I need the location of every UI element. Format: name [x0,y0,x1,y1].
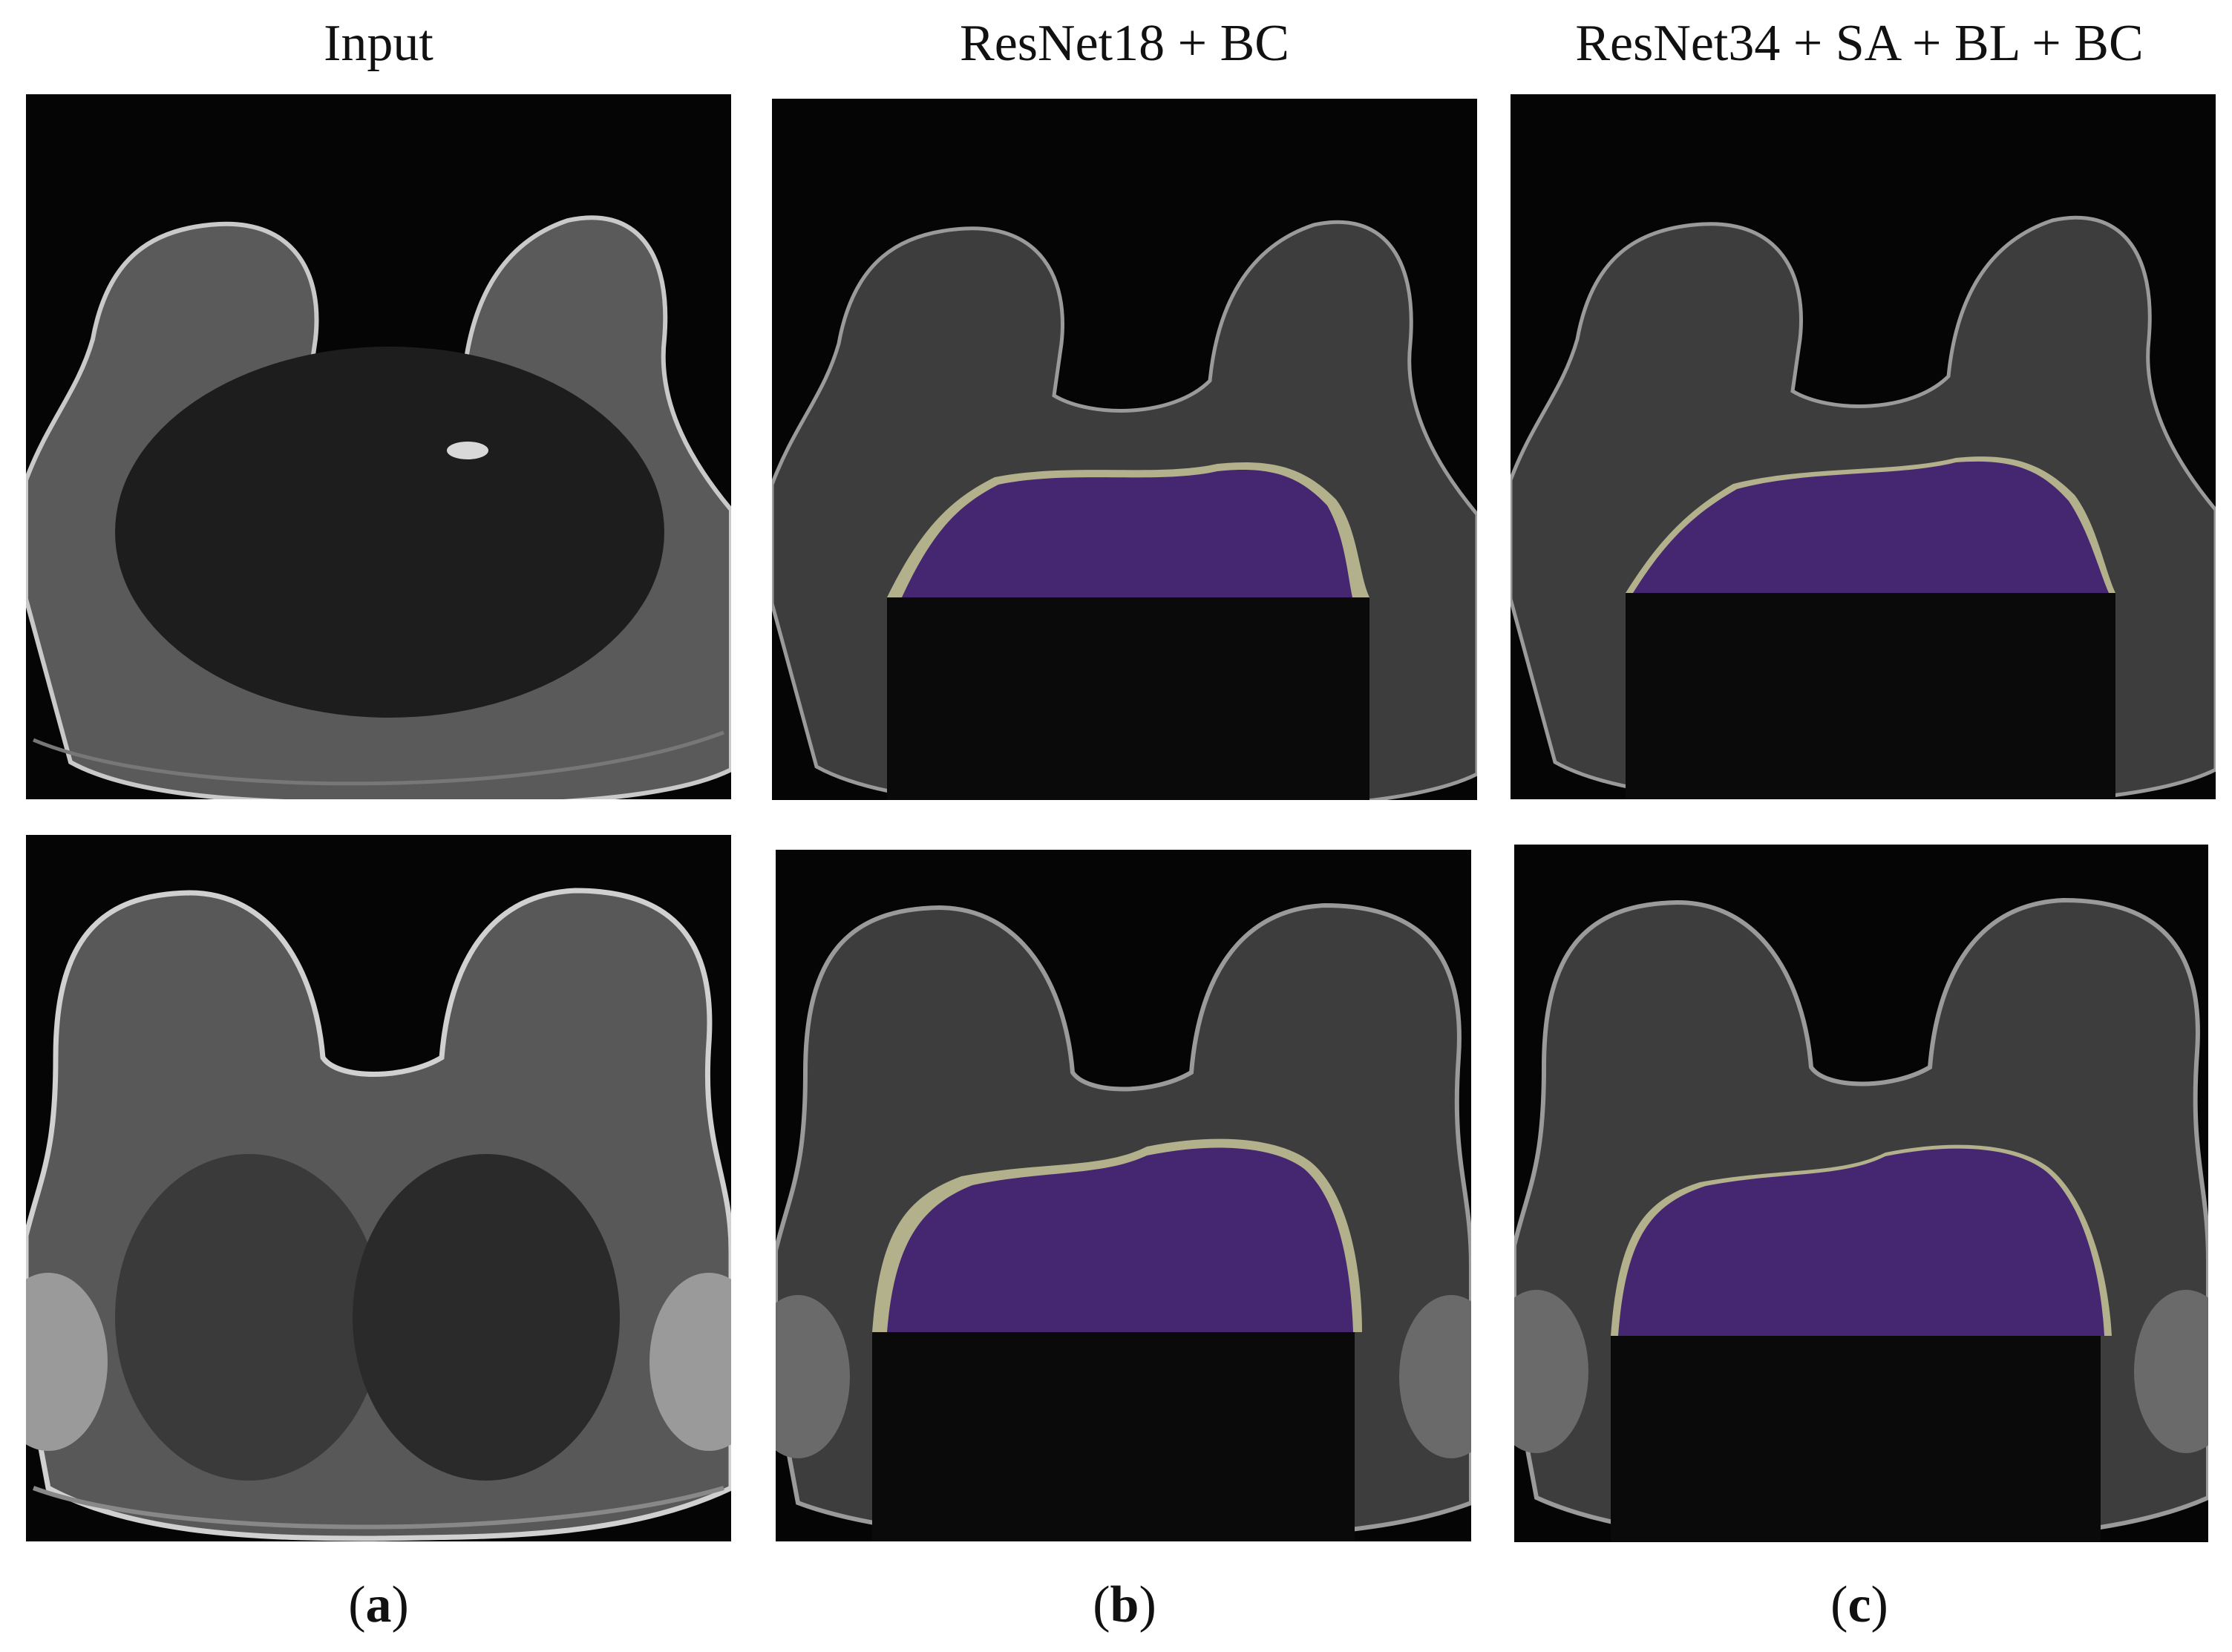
subfigure-label-a: (a) [348,1576,409,1633]
segmentation-mask [902,469,1352,597]
masked-lower-region [872,1332,1355,1541]
scan-image [776,902,1471,1541]
right-arm [1399,1295,1471,1458]
left-arm [26,1273,108,1451]
left-mass [115,1154,382,1481]
right-mass [353,1154,620,1481]
right-arm [2134,1290,2208,1453]
column-title-resnet18: ResNet18 + BC [960,15,1289,72]
resnet18-scan-top [772,99,1477,800]
segmentation-mask [1633,461,2109,593]
scan-image [26,215,731,799]
subfigure-label-b: (b) [1093,1576,1156,1633]
left-arm [776,1295,850,1458]
skin-line [33,730,724,786]
chest-region [115,347,664,718]
right-arm [649,1273,731,1451]
segmentation-mask [1618,1148,2104,1336]
scan-image [772,220,1477,800]
column-title-resnet34: ResNet34 + SA + BL + BC [1575,15,2144,72]
input-scan-bottom [26,835,731,1541]
bright-spot [447,442,488,459]
scan-image [1514,897,2208,1542]
scan-image [26,888,731,1541]
skin-line [32,1486,724,1530]
masked-lower-region [887,597,1369,800]
masked-lower-region [1626,593,2115,799]
resnet18-scan-bottom [776,850,1471,1541]
tissue-outline [26,888,731,1541]
left-arm [1514,1290,1588,1453]
resnet34-scan-top [1511,94,2216,799]
scan-image [1511,215,2216,799]
masked-lower-region [1611,1336,2101,1542]
input-scan-top [26,94,731,799]
resnet34-scan-bottom [1514,845,2208,1542]
segmentation-mask [887,1147,1353,1332]
column-title-input: Input [324,15,433,72]
subfigure-label-c: (c) [1830,1576,1888,1633]
